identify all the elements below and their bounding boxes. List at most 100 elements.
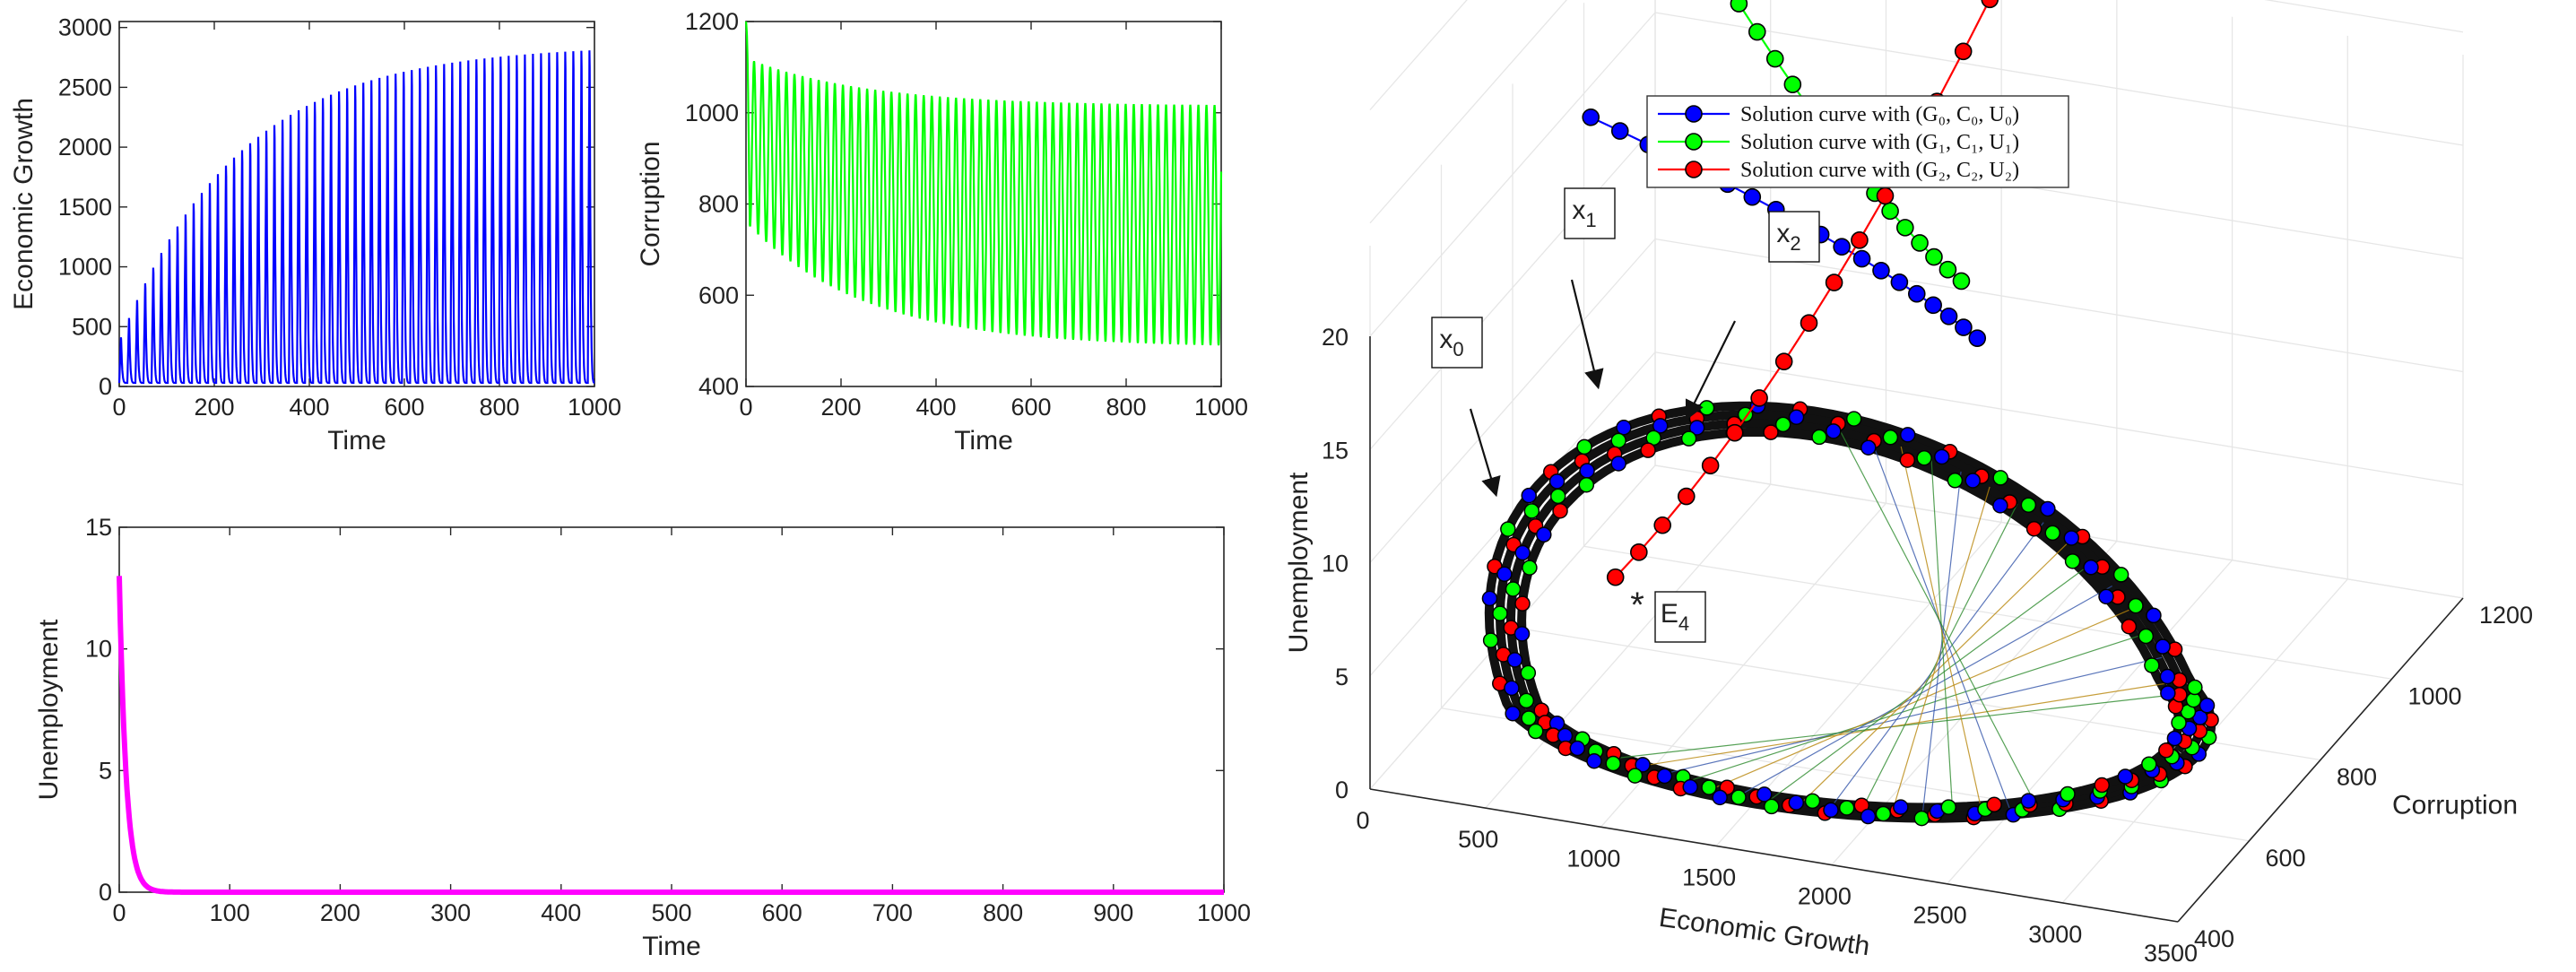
- legend-marker-blue: [1685, 105, 1703, 123]
- cycle-marker: [1986, 796, 2002, 813]
- x-tick-label: 300: [430, 899, 471, 926]
- cycle-filament: [1739, 585, 2112, 796]
- y-tick-label: 500: [72, 313, 112, 340]
- cycle-marker: [1514, 626, 1531, 642]
- trajectory-marker-blue: [1852, 249, 1871, 268]
- trajectory-marker-blue: [1582, 108, 1600, 126]
- direction-arrow: [1685, 320, 1736, 421]
- trajectory-marker-green: [1911, 234, 1929, 252]
- g-tick-label: 3000: [2028, 921, 2082, 948]
- trajectory-marker-red: [1981, 0, 1999, 9]
- cycle-filament: [1683, 632, 2148, 784]
- trajectory-marker-red: [1774, 352, 1793, 370]
- trajectory-marker-blue: [1924, 296, 1942, 315]
- x-tick-label: 800: [1106, 394, 1146, 421]
- cycle-marker: [1521, 710, 1537, 726]
- cycle-marker: [1579, 463, 1595, 479]
- cycle-marker: [2117, 768, 2134, 785]
- trajectory-marker-red: [1851, 231, 1869, 249]
- x-tick-label: 700: [872, 899, 913, 926]
- trajectory-marker-red: [1876, 187, 1895, 205]
- trajectory-marker-green: [1939, 260, 1957, 279]
- cycle-marker: [1610, 456, 1626, 472]
- label-x1: x1: [1564, 187, 1616, 239]
- trajectory-marker-blue: [1968, 329, 1987, 347]
- cycle-marker: [1626, 768, 1644, 784]
- y-tick-label: 1200: [685, 8, 739, 35]
- trajectory-marker-green: [1748, 22, 1766, 41]
- cycle-marker: [1586, 752, 1602, 769]
- cycle-marker: [1521, 487, 1537, 504]
- equilibrium-marker: *: [1630, 586, 1644, 625]
- cycle-filament: [1711, 608, 2131, 790]
- cycle-marker: [1500, 521, 1516, 537]
- cycle-marker: [1522, 560, 1538, 576]
- cycle-marker: [1514, 544, 1531, 561]
- cycle-marker: [1860, 439, 1877, 456]
- cycle-filament: [1900, 446, 1982, 811]
- cycle-marker: [1652, 418, 1669, 434]
- z-tick-label: 0: [1335, 777, 1349, 803]
- cycle-marker: [1763, 424, 1779, 440]
- cycle-marker: [1536, 526, 1552, 543]
- g-tick-label: 2500: [1913, 902, 1967, 929]
- cycle-marker: [1947, 473, 1964, 489]
- label-box: [1564, 187, 1616, 239]
- label-E4: E4: [1654, 591, 1706, 643]
- y-axis-label: Unemployment: [34, 619, 64, 800]
- cycle-marker: [1616, 420, 1632, 436]
- cycle-marker: [1682, 778, 1698, 795]
- cycle-marker: [1875, 805, 1892, 822]
- cycle-marker: [2171, 715, 2187, 731]
- cycle-marker: [1804, 793, 1821, 810]
- trajectory-marker-blue: [1907, 284, 1926, 303]
- grid-line: [1369, 239, 1656, 563]
- cycle-marker: [1882, 430, 1899, 446]
- cycle-filament: [1839, 429, 2037, 806]
- y-tick-label: 600: [698, 282, 739, 308]
- label-box: [1768, 211, 1820, 263]
- legend-entry: Solution curve with (G₁, C₁, U₁): [1740, 131, 2019, 154]
- label-text: E4: [1661, 599, 1689, 635]
- trajectory-marker-red: [1954, 42, 1973, 61]
- x-tick-label: 200: [820, 394, 861, 421]
- cycle-marker: [1845, 411, 1862, 427]
- cycle-marker: [2060, 785, 2076, 803]
- cycle-marker: [1838, 800, 1855, 816]
- x-tick-label: 900: [1093, 899, 1133, 926]
- cycle-marker: [1788, 409, 1805, 425]
- cycle-marker: [1916, 450, 1932, 466]
- cycle-marker: [2044, 525, 2060, 542]
- cycle-marker: [1576, 438, 1592, 456]
- x-tick-label: 0: [112, 394, 126, 421]
- cycle-marker: [1680, 430, 1697, 447]
- x-tick-label: 400: [289, 394, 329, 421]
- grid-line: [2264, 0, 2464, 33]
- trajectory-marker-blue: [1890, 273, 1909, 291]
- cycle-marker: [1826, 423, 1842, 439]
- x-axis-label: Time: [954, 426, 1013, 456]
- legend-marker-red: [1685, 161, 1703, 178]
- trajectory-marker-green: [1783, 75, 1802, 93]
- cycle-marker: [2094, 777, 2110, 794]
- cycle-marker: [1764, 798, 1780, 815]
- g-tick-label: 1000: [1566, 845, 1620, 872]
- y-axis-label: Economic Growth: [9, 98, 39, 310]
- cycle-marker: [2144, 657, 2160, 673]
- y-tick-label: 5: [99, 757, 112, 784]
- cycle-marker: [1730, 789, 1747, 805]
- cycle-marker: [2025, 520, 2043, 537]
- x-tick-label: 200: [194, 394, 234, 421]
- cycle-filament: [1860, 503, 2018, 811]
- cycle-marker: [1933, 448, 1950, 465]
- y-tick-label: 0: [99, 373, 112, 400]
- grid-line: [1485, 483, 1772, 809]
- cycle-marker: [1605, 755, 1621, 772]
- label-text: x0: [1439, 325, 1463, 360]
- x-tick-label: 600: [1010, 394, 1051, 421]
- corruption-plot: 0 200 400 600 800 1000 400 600 800 1000 1200 Time Co…: [636, 8, 1248, 456]
- g-axis-line: [1369, 788, 2179, 923]
- cycle-marker: [2138, 628, 2155, 645]
- x-tick-label: 0: [739, 394, 752, 421]
